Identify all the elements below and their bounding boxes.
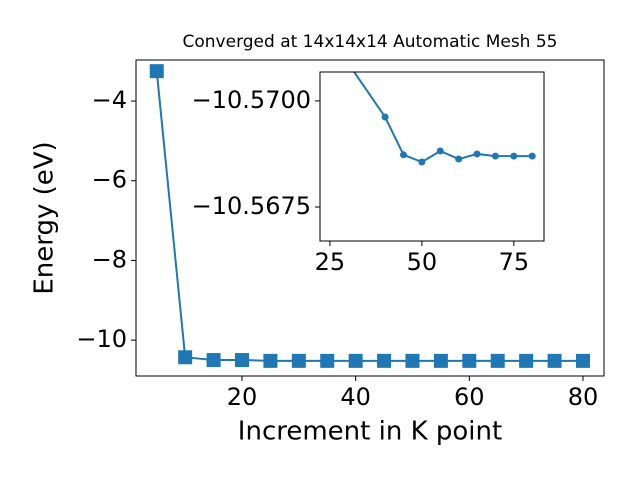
marker bbox=[418, 158, 426, 166]
x-tick-label: 80 bbox=[568, 383, 599, 411]
x-tick-label: 25 bbox=[315, 248, 346, 276]
marker bbox=[381, 113, 389, 121]
x-tick-label: 50 bbox=[407, 248, 438, 276]
marker bbox=[436, 147, 444, 155]
marker bbox=[399, 151, 407, 159]
marker bbox=[462, 353, 477, 368]
marker bbox=[528, 152, 536, 160]
marker bbox=[575, 353, 590, 368]
marker bbox=[263, 353, 278, 368]
marker bbox=[206, 353, 221, 368]
marker bbox=[519, 353, 534, 368]
marker bbox=[320, 353, 335, 368]
marker bbox=[291, 353, 306, 368]
marker bbox=[491, 152, 499, 160]
marker bbox=[149, 64, 164, 79]
x-axis-label: Increment in K point bbox=[238, 417, 502, 447]
marker bbox=[234, 353, 249, 368]
marker bbox=[433, 353, 448, 368]
axes-frame bbox=[319, 71, 545, 242]
y-tick-label: −4 bbox=[92, 86, 127, 114]
chart-title: Converged at 14x14x14 Automatic Mesh 55 bbox=[183, 32, 558, 52]
x-tick-label: 75 bbox=[499, 248, 530, 276]
y-tick-label: −10.5675 bbox=[192, 192, 311, 220]
marker bbox=[377, 353, 392, 368]
plot-content bbox=[149, 64, 590, 368]
marker bbox=[547, 353, 562, 368]
marker bbox=[178, 350, 193, 365]
data-line bbox=[352, 72, 533, 164]
marker bbox=[473, 150, 481, 158]
y-tick-label: −10 bbox=[76, 325, 127, 353]
plot-content bbox=[352, 72, 536, 166]
y-tick-label: −8 bbox=[92, 245, 127, 273]
x-tick-label: 40 bbox=[340, 383, 371, 411]
x-tick-label: 60 bbox=[454, 383, 485, 411]
marker bbox=[510, 152, 518, 160]
y-tick-label: −10.5700 bbox=[192, 86, 311, 114]
y-axis-label: Energy (eV) bbox=[30, 141, 60, 294]
y-tick-label: −6 bbox=[92, 166, 127, 194]
axes-frame bbox=[135, 59, 605, 377]
marker bbox=[405, 353, 420, 368]
marker bbox=[455, 155, 463, 163]
marker bbox=[348, 353, 363, 368]
x-tick-label: 20 bbox=[227, 383, 258, 411]
marker bbox=[490, 353, 505, 368]
data-line bbox=[155, 71, 583, 362]
